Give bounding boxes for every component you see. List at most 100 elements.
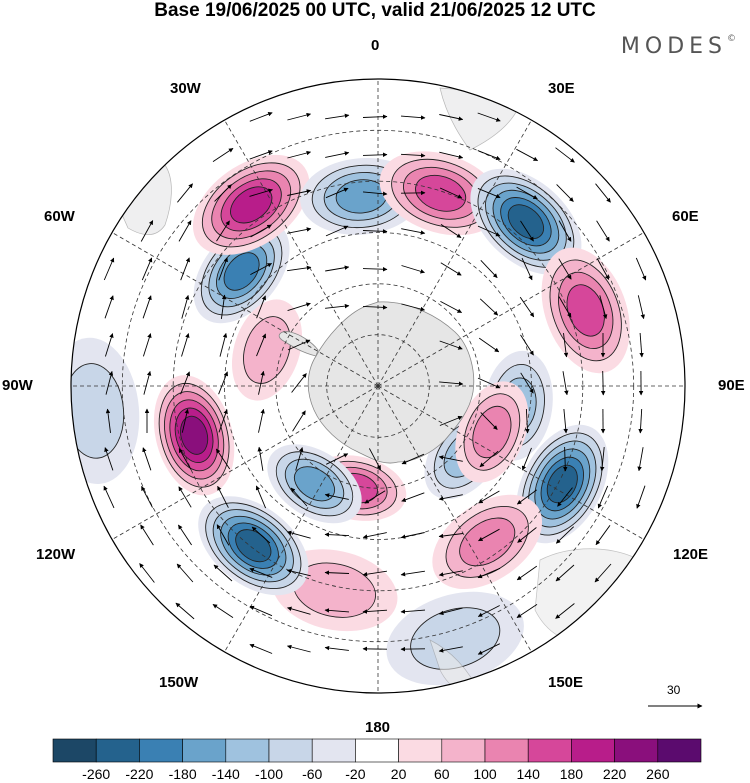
colorbar-tick-label: -220 [125,766,154,782]
wind-arrow [287,265,312,272]
colorbar-tick-label: 140 [516,766,540,782]
wind-arrow [178,486,192,508]
colorbar-tick-label: 100 [473,766,497,782]
wind-arrow [175,602,195,620]
wind-arrow [139,563,155,583]
wind-arrow [325,225,349,237]
colorbar-tick-label: 20 [390,766,407,782]
wind-arrow [599,447,605,472]
wind-arrow [438,570,463,577]
wind-arrow [287,606,311,615]
meridian-line [377,232,645,387]
meridian-line [111,232,379,387]
anomaly-center-10 [455,381,529,483]
wind-arrow [362,191,388,196]
wind-arrow [362,570,387,577]
wind-arrow [521,257,533,281]
wind-arrow [176,563,194,583]
colorbar-swatch [571,738,615,763]
wind-arrow [326,453,349,465]
anomaly-center-18 [231,299,303,401]
wind-arrow [140,220,154,242]
colorbar-tick-label: -260 [82,766,111,782]
wind-arrow [364,490,386,504]
wind-arrow [438,494,463,501]
wind-arrow [369,448,381,470]
wind-arrow [516,148,538,162]
colorbar-swatch [268,738,313,763]
wind-arrow [362,152,388,157]
wind-arrow [180,371,191,395]
wind-arrow [324,532,350,537]
map-title: Base 19/06/2025 00 UTC, valid 21/06/2025… [154,0,596,21]
wind-arrow [220,294,227,319]
wind-arrow [438,607,463,616]
wind-arrow [477,225,501,237]
wind-arrow [140,524,154,546]
colorbar-swatch [355,738,399,763]
wind-arrow [295,447,304,471]
wind-arrow [249,605,273,617]
wind-arrow [105,408,111,433]
wind-arrow [287,302,311,312]
wind-arrow [287,339,311,351]
wind-arrow [287,189,312,196]
wind-arrow [212,604,234,618]
wind-arrow [257,446,264,471]
wind-arrow [555,603,575,619]
colorbar-swatch [527,738,572,763]
lon-label-90e: 90E [718,377,745,394]
wind-arrow [558,258,572,280]
wind-arrow [362,305,388,310]
anomaly-center-8 [432,494,543,590]
colorbar [52,738,702,763]
meridian-line [377,385,532,653]
lon-label-120w: 120W [36,546,76,563]
wind-arrow [478,528,500,542]
wind-arrow [555,564,575,582]
lon-label-0: 0 [371,37,380,54]
wind-arrow [103,257,115,281]
wind-arrow [362,114,388,119]
wind-arrow [287,227,312,234]
wind-arrow [256,295,267,319]
colorbar-swatch [311,738,356,763]
wind-arrow [362,229,388,234]
wind-arrow [400,570,425,577]
wind-arrow [401,265,425,274]
wind-arrow [479,450,499,468]
wind-arrow [478,337,500,353]
wind-arrow [258,370,265,395]
wind-arrow [290,487,308,507]
wind-arrow [563,446,568,472]
wind-arrow [250,224,272,238]
wind-arrow [142,295,152,319]
wind-arrow [477,150,501,161]
wind-arrow [214,184,232,202]
south-america-tip [119,164,172,236]
anomaly-contour [459,517,516,567]
wind-arrow [558,296,572,318]
antarctica-outline [307,301,475,464]
wind-arrow [439,187,463,199]
wind-arrow [477,112,501,122]
wind-arrow [251,526,271,544]
wind-arrow [440,301,462,313]
anomaly-field [71,151,630,686]
wind-arrow [517,527,537,543]
anomaly-contour [410,607,501,670]
wind-arrow [249,150,273,160]
wind-arrow [324,608,350,613]
wind-arrow [178,220,192,242]
wind-arrow [104,295,114,319]
colorbar-swatch [225,738,270,763]
wind-arrow [215,448,231,470]
brand-logo: MODES© [621,34,736,59]
wind-arrow [439,151,464,160]
wind-arrow [439,381,464,386]
colorbar-tick-label: 260 [646,766,670,782]
wind-arrow [439,114,464,121]
wind-arrow [555,526,575,544]
wind-arrow [438,646,463,653]
